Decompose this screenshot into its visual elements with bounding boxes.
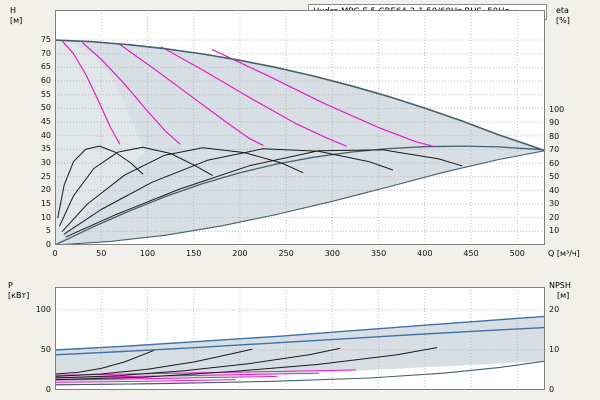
- power-speed-line-2: [55, 379, 236, 383]
- tick-label: 0: [45, 385, 51, 394]
- head-flow-chart: [55, 10, 545, 245]
- tick-label: 20: [549, 305, 560, 314]
- power-speed-line-4: [55, 372, 319, 379]
- power-axis-symbol: P: [8, 281, 13, 290]
- head-axis-symbol: H: [10, 6, 17, 15]
- npsh-axis-unit: [м]: [557, 291, 570, 300]
- speed-curve-3: [119, 43, 264, 146]
- max-speed-curve: [55, 39, 545, 152]
- plot-frame: [55, 287, 545, 390]
- eta-axis-symbol: eta: [556, 6, 569, 15]
- flow-axis-unit: Q [м³/ч]: [548, 249, 580, 258]
- tick-label: 20: [549, 212, 560, 222]
- pump-curve-4: [63, 148, 393, 235]
- npsh-curve: [55, 360, 545, 386]
- eta-axis-label: eta [%]: [556, 6, 570, 26]
- p2-curve: [55, 326, 545, 356]
- tick-label: 70: [40, 48, 51, 58]
- tick-label: 70: [549, 145, 560, 155]
- tick-label: 15: [40, 199, 51, 208]
- tick-label: 65: [40, 62, 51, 72]
- power-stage-curve-4: [55, 347, 438, 381]
- efficiency-curve: [55, 145, 545, 245]
- tick-label: 0: [52, 249, 58, 258]
- tick-label: 60: [549, 158, 560, 168]
- tick-label: 10: [549, 226, 560, 236]
- tick-label: 200: [232, 249, 248, 258]
- tick-label: 50: [96, 249, 107, 258]
- power-envelope-shade: [55, 316, 545, 383]
- tick-label: 450: [463, 249, 479, 258]
- tick-label: 80: [549, 131, 560, 141]
- tick-label: 100: [139, 249, 156, 258]
- tick-label: 100: [35, 305, 51, 314]
- head-axis-label: H [м]: [10, 6, 22, 26]
- power-axis-label: P [кВт]: [8, 281, 29, 301]
- tick-label: 35: [40, 144, 51, 154]
- power-axis-unit: [кВт]: [8, 291, 30, 300]
- npsh-axis-symbol: NPSH: [549, 281, 571, 290]
- tick-label: 350: [370, 249, 387, 258]
- tick-label: 250: [278, 249, 294, 258]
- tick-label: 500: [509, 249, 525, 258]
- tick-label: 0: [549, 385, 555, 394]
- operating-envelope-shade: [55, 40, 545, 245]
- tick-label: 30: [549, 199, 560, 209]
- power-speed-line-3: [55, 375, 278, 381]
- power-stage-curve-1: [55, 349, 156, 375]
- tick-label: 5: [45, 226, 51, 236]
- tick-label: 10: [549, 345, 560, 354]
- power-npsh-chart: [55, 287, 545, 390]
- power-stage-curve-2: [55, 348, 253, 377]
- power-stage-curve-3: [55, 347, 341, 379]
- pump-curve-1: [57, 145, 144, 219]
- p1-curve: [55, 315, 545, 351]
- eta-axis-unit: [%]: [556, 16, 570, 25]
- tick-label: 400: [417, 249, 433, 258]
- speed-curve-4: [160, 46, 347, 147]
- speed-curve-1: [61, 40, 121, 145]
- envelope-lower-curve: [55, 150, 545, 245]
- speed-curve-2: [82, 42, 181, 145]
- tick-label: 50: [40, 345, 51, 354]
- tick-label: 75: [40, 35, 51, 45]
- tick-label: 25: [40, 171, 51, 181]
- tick-label: 40: [549, 185, 560, 195]
- npsh-axis-label: NPSH [м]: [549, 281, 571, 301]
- tick-label: 0: [45, 240, 51, 249]
- pump-curve-5: [65, 149, 463, 238]
- plot-frame: [55, 10, 545, 245]
- speed-curve-5: [211, 48, 435, 148]
- tick-label: 300: [324, 249, 340, 258]
- pump-curve-3: [61, 147, 304, 232]
- tick-label: 50: [40, 103, 51, 113]
- tick-label: 90: [549, 118, 560, 128]
- power-speed-line-5: [55, 369, 356, 376]
- tick-label: 60: [40, 76, 51, 86]
- tick-label: 50: [549, 172, 560, 182]
- tick-label: 40: [40, 130, 51, 140]
- head-axis-unit: [м]: [10, 16, 23, 25]
- tick-label: 100: [549, 104, 565, 114]
- tick-label: 45: [40, 117, 51, 127]
- reduced-speed-fan-shade: [55, 40, 145, 245]
- tick-label: 10: [40, 212, 51, 222]
- tick-label: 30: [40, 158, 51, 168]
- pump-curve-2: [59, 146, 213, 227]
- tick-label: 150: [186, 249, 202, 258]
- tick-label: 55: [40, 89, 51, 99]
- tick-label: 20: [40, 185, 51, 195]
